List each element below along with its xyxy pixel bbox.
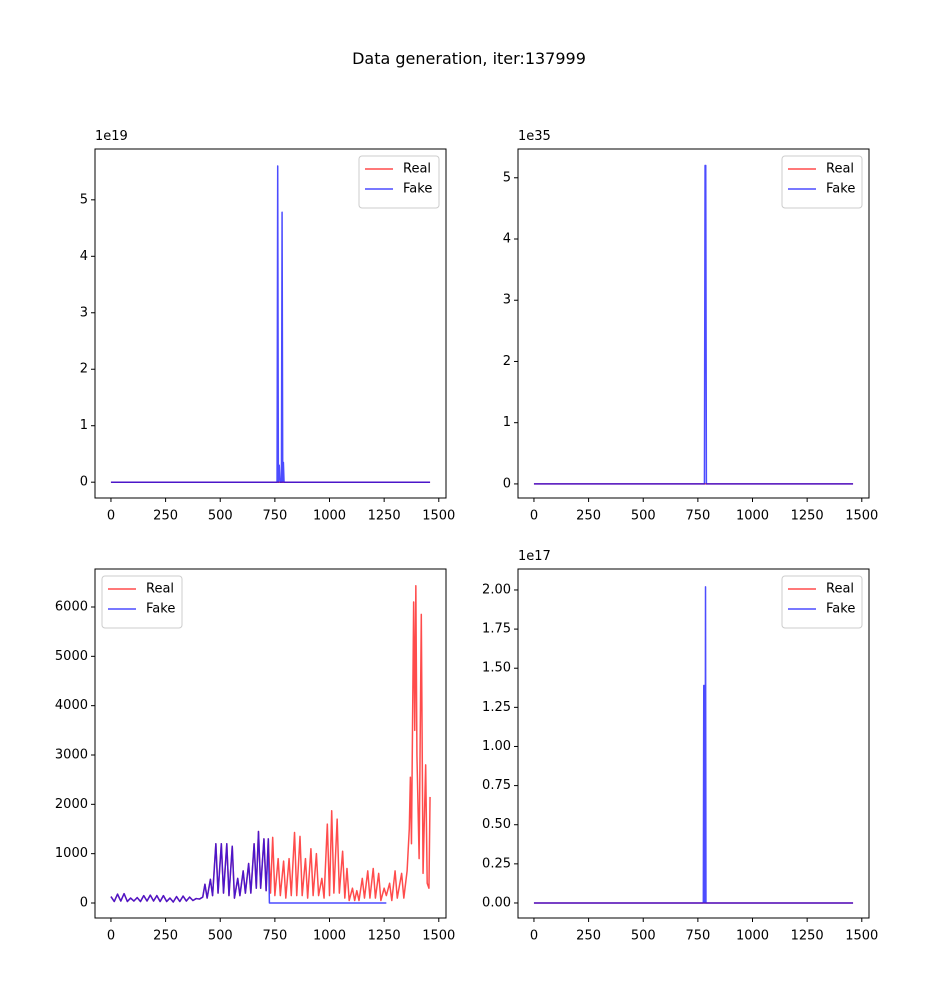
y-tick-label: 0 — [503, 476, 511, 491]
legend-label: Fake — [826, 602, 855, 617]
x-tick-label: 250 — [576, 509, 601, 524]
y-tick-label: 5 — [503, 170, 511, 185]
x-tick-label: 250 — [576, 929, 601, 944]
x-tick-label: 1250 — [368, 929, 401, 944]
x-tick-label: 0 — [530, 929, 538, 944]
x-tick-label: 250 — [153, 929, 178, 944]
y-tick-label: 2 — [503, 354, 511, 369]
x-tick-label: 750 — [262, 509, 287, 524]
axes-frame — [517, 148, 870, 499]
x-tick-label: 1250 — [791, 509, 824, 524]
axes-frame — [94, 148, 447, 499]
y-tick-label: 3 — [503, 293, 511, 308]
y-tick-label: 1.00 — [482, 739, 511, 754]
x-tick-label: 1500 — [422, 929, 455, 944]
x-tick-label: 750 — [685, 929, 710, 944]
x-tick-label: 500 — [208, 509, 233, 524]
series-line — [533, 164, 854, 485]
y-tick-label: 0.25 — [482, 856, 511, 871]
x-tick-label: 1250 — [368, 509, 401, 524]
offset-text: 1e35 — [518, 129, 551, 144]
offset-text: 1e17 — [518, 549, 551, 564]
legend-label: Fake — [146, 602, 175, 617]
y-tick-label: 0 — [80, 475, 88, 490]
x-tick-label: 750 — [685, 509, 710, 524]
x-tick-label: 750 — [262, 929, 287, 944]
x-tick-label: 0 — [107, 509, 115, 524]
y-tick-label: 0.00 — [482, 895, 511, 910]
legend-label: Fake — [826, 182, 855, 197]
series-line — [533, 586, 854, 904]
y-tick-label: 1.75 — [482, 622, 511, 637]
y-tick-label: 4 — [80, 249, 88, 264]
x-tick-label: 1500 — [422, 509, 455, 524]
y-tick-label: 4 — [503, 232, 511, 247]
y-tick-label: 1.50 — [482, 661, 511, 676]
legend-label: Real — [826, 582, 854, 597]
y-tick-label: 5000 — [55, 649, 88, 664]
y-tick-label: 5 — [80, 192, 88, 207]
series-line — [110, 830, 387, 904]
y-tick-label: 2 — [80, 362, 88, 377]
offset-text: 1e19 — [95, 129, 128, 144]
y-tick-label: 1000 — [55, 846, 88, 861]
x-tick-label: 1500 — [845, 929, 878, 944]
legend-label: Fake — [403, 182, 432, 197]
x-tick-label: 0 — [530, 509, 538, 524]
x-tick-label: 1000 — [313, 929, 346, 944]
legend-label: Real — [403, 162, 431, 177]
x-tick-label: 500 — [631, 509, 656, 524]
y-tick-label: 2.00 — [482, 582, 511, 597]
legend-label: Real — [146, 582, 174, 597]
legend-label: Real — [826, 162, 854, 177]
y-tick-label: 1 — [80, 418, 88, 433]
x-tick-label: 250 — [153, 509, 178, 524]
y-tick-label: 3000 — [55, 747, 88, 762]
y-tick-label: 3 — [80, 305, 88, 320]
x-tick-label: 1000 — [736, 509, 769, 524]
x-tick-label: 1000 — [313, 509, 346, 524]
y-tick-label: 6000 — [55, 599, 88, 614]
y-tick-label: 0.75 — [482, 778, 511, 793]
y-tick-label: 1 — [503, 415, 511, 430]
x-tick-label: 0 — [107, 929, 115, 944]
y-tick-label: 4000 — [55, 698, 88, 713]
y-tick-label: 0.50 — [482, 817, 511, 832]
y-tick-label: 1.25 — [482, 700, 511, 715]
x-tick-label: 500 — [208, 929, 233, 944]
y-tick-label: 2000 — [55, 797, 88, 812]
x-tick-label: 1500 — [845, 509, 878, 524]
x-tick-label: 1000 — [736, 929, 769, 944]
figure-title: Data generation, iter:137999 — [352, 49, 586, 68]
series-line — [110, 165, 431, 483]
axes-frame — [517, 568, 870, 919]
x-tick-label: 500 — [631, 929, 656, 944]
axes-frame — [94, 568, 447, 919]
y-tick-label: 0 — [80, 896, 88, 911]
x-tick-label: 1250 — [791, 929, 824, 944]
